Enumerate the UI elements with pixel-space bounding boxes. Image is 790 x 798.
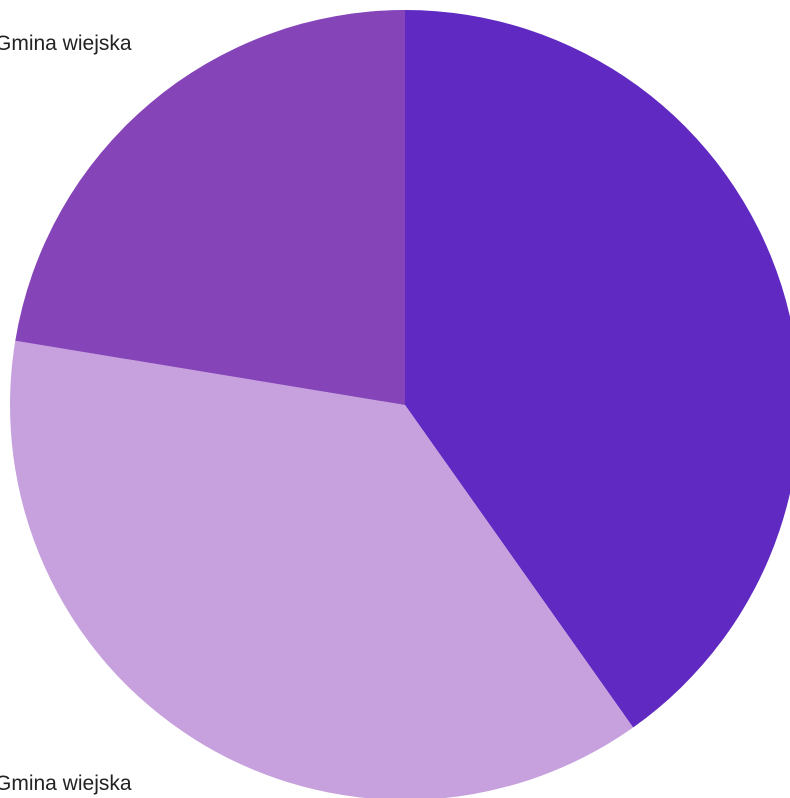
pie-slice-3	[15, 10, 405, 405]
pie-slice-1	[405, 10, 790, 728]
pie-slice-2	[10, 340, 634, 798]
pie-slice-label-2: Gmina wiejska	[0, 772, 132, 795]
pie-slice-label-3: Gmina wiejska	[0, 32, 132, 55]
pie-labels: Gmina wiejska Gmina wiejska	[0, 32, 132, 795]
pie-slices	[10, 10, 790, 798]
